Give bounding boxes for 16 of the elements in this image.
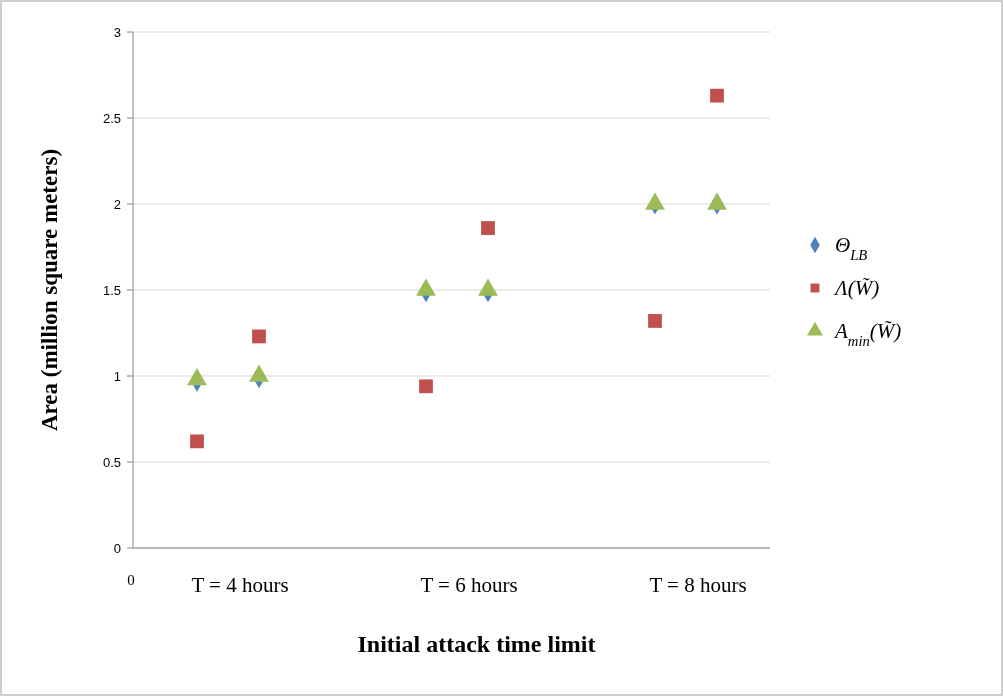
x-tick-label: T = 6 hours bbox=[420, 573, 518, 598]
y-tick-label: 1 bbox=[113, 368, 121, 384]
y-tick-label: 0 bbox=[113, 540, 121, 556]
y-tick-label: 3 bbox=[113, 24, 121, 40]
text: 0 bbox=[127, 572, 135, 589]
y-tick-label: 0.5 bbox=[102, 454, 121, 470]
y-tick-label: 2.5 bbox=[102, 110, 121, 126]
x-axis-title: Initial attack time limit bbox=[357, 631, 596, 657]
legend-label: A$_{min}$(W̃) bbox=[833, 319, 902, 350]
y-tick-label: 1.5 bbox=[102, 282, 121, 298]
y-axis-title: Area (million square meters) bbox=[37, 148, 62, 432]
y-tick-label: 2 bbox=[113, 196, 121, 212]
legend-label: Θ$_{LB}$ bbox=[835, 233, 868, 264]
legend-label: Λ(W̃) bbox=[833, 276, 880, 301]
x-tick-label: T = 4 hours bbox=[191, 573, 289, 598]
x-tick-label: T = 8 hours bbox=[649, 573, 747, 598]
